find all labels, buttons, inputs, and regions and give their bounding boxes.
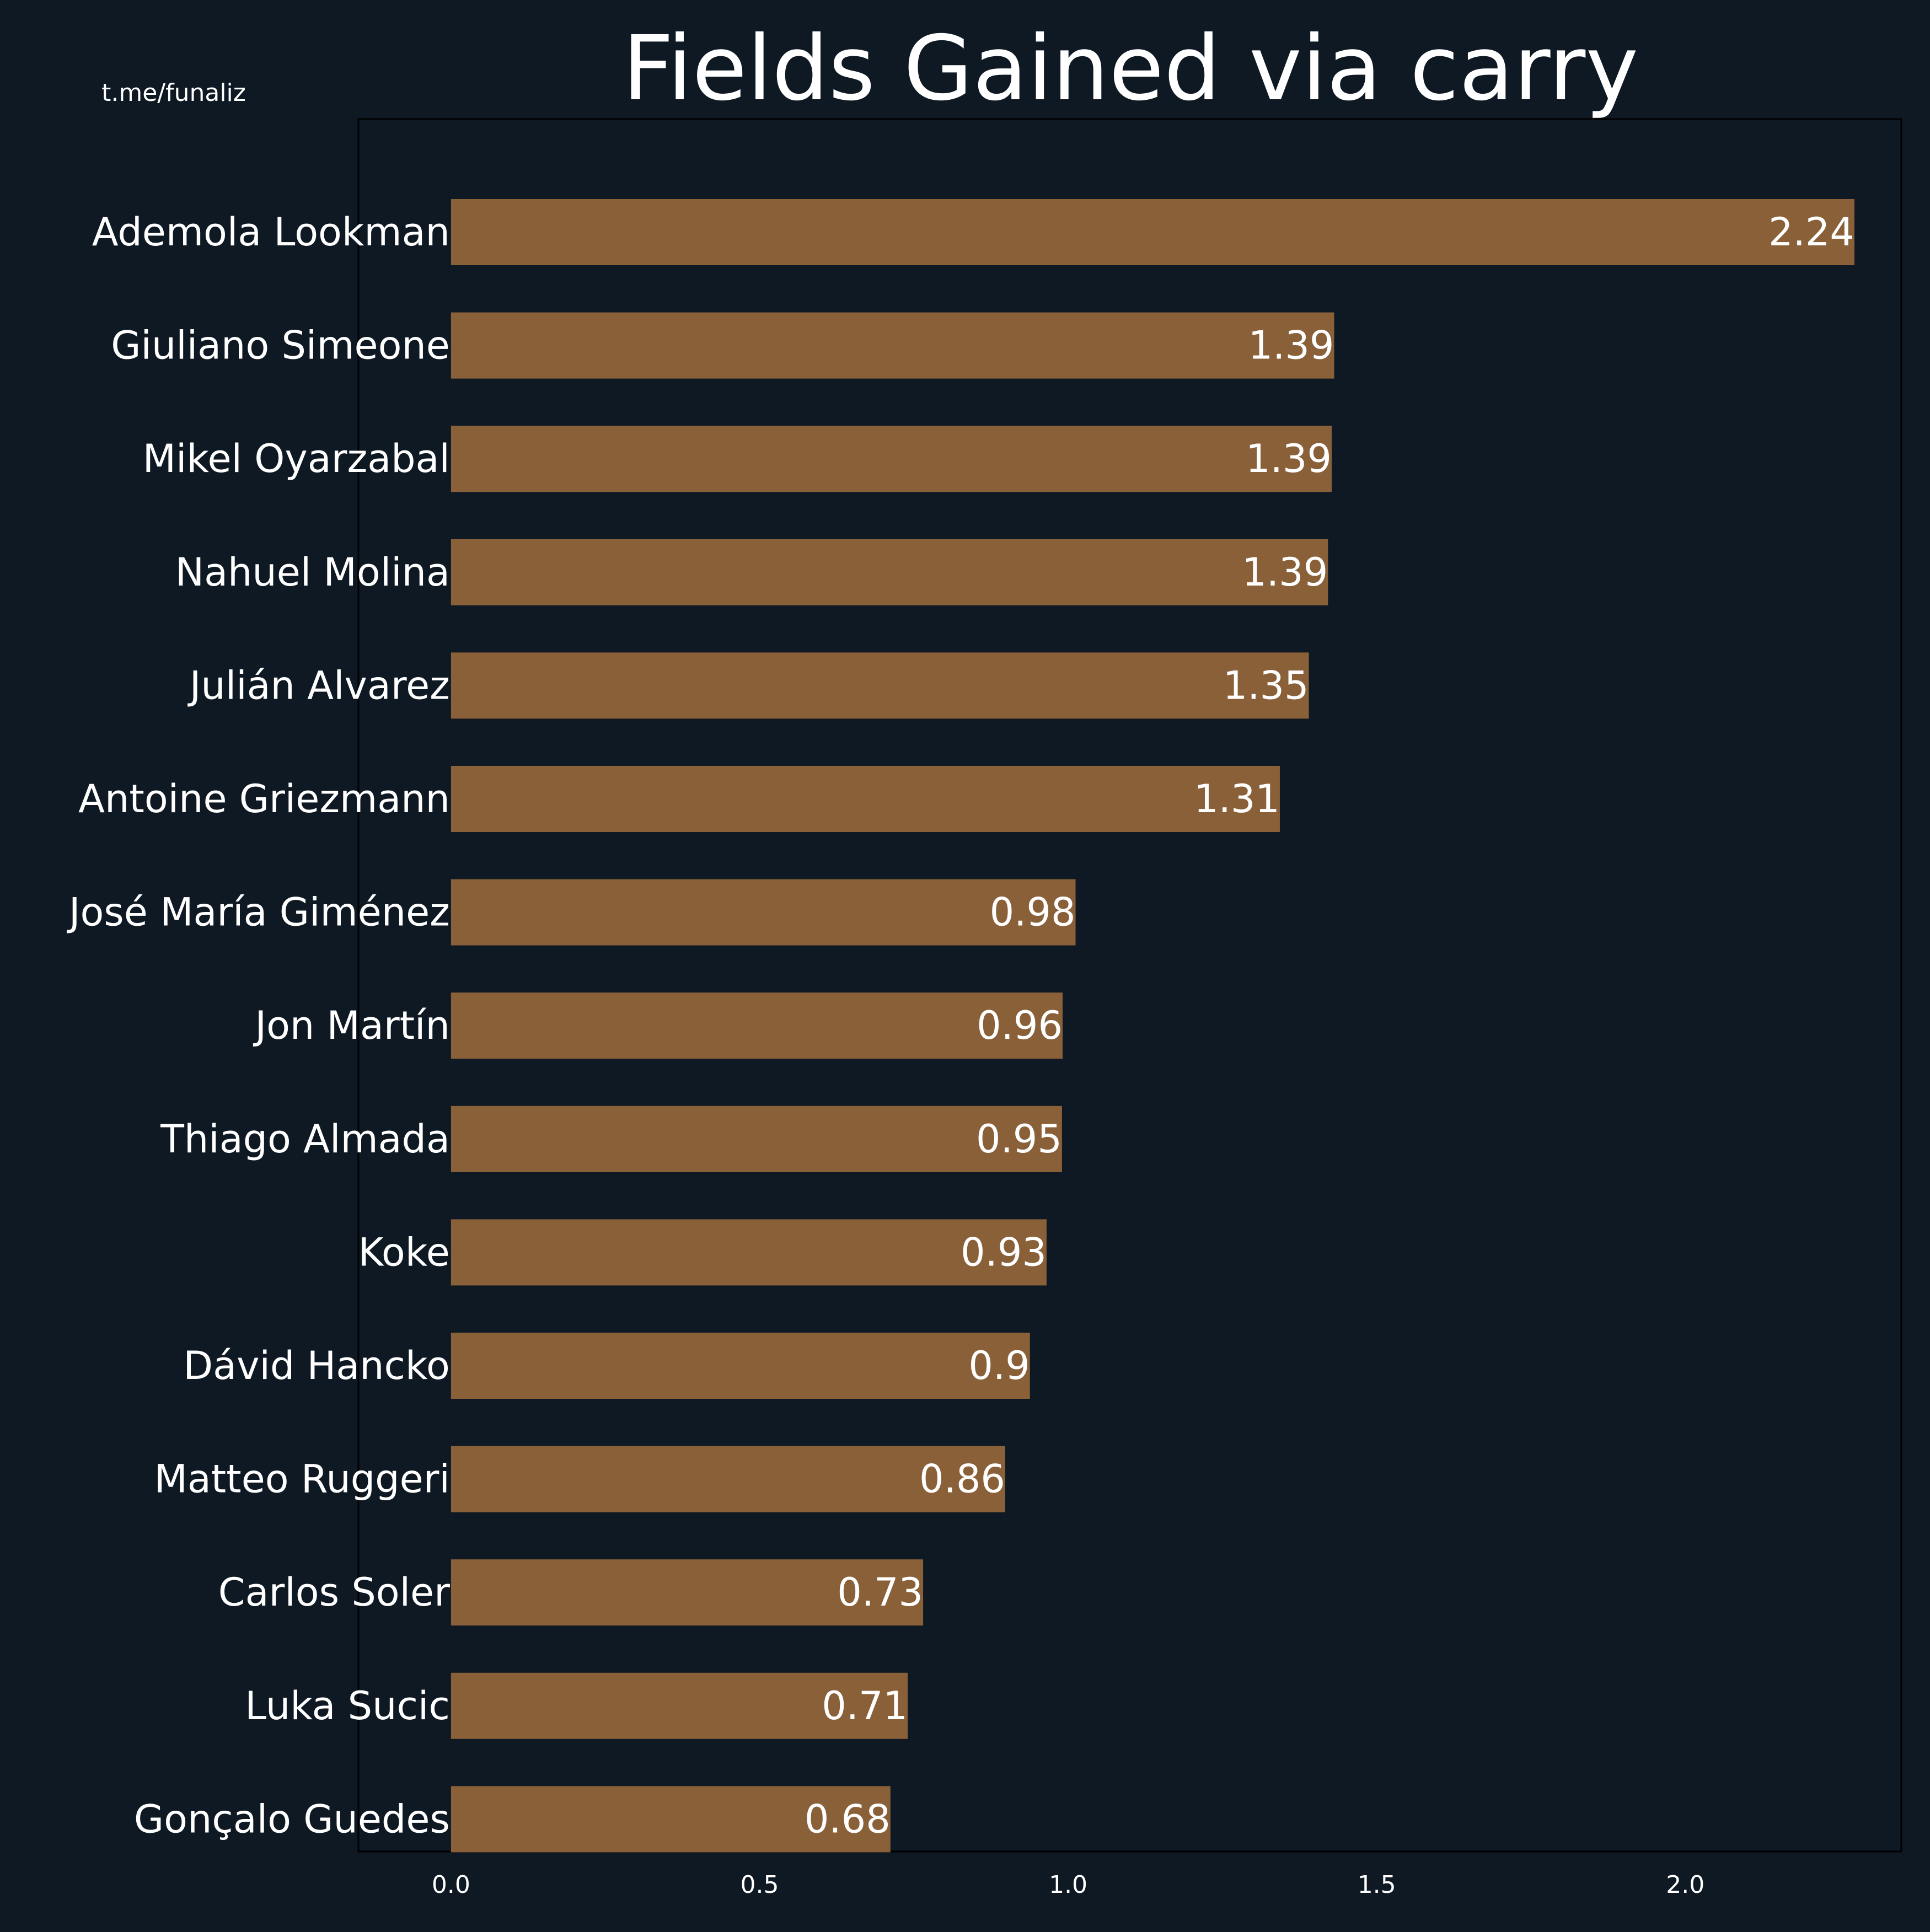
data-labels-group: 2.24 1.39 1.39 1.39 1.35 1.31 0.98 0.96 0.95 0.93… bbox=[805, 210, 1854, 1842]
category-labels-group: Ademola Lookman Giuliano Simeone Mikel Oya… bbox=[67, 210, 450, 1842]
bar bbox=[451, 1446, 1005, 1512]
x-tick-label: 2.0 bbox=[1666, 1871, 1704, 1899]
category-label: Thiago Almada bbox=[160, 1117, 450, 1162]
category-label: Nahuel Molina bbox=[175, 550, 450, 595]
data-label: 1.39 bbox=[1242, 550, 1328, 595]
data-label: 0.95 bbox=[976, 1117, 1062, 1162]
bar bbox=[451, 879, 1076, 946]
category-label: Matteo Ruggeri bbox=[154, 1457, 450, 1502]
bar bbox=[451, 652, 1309, 719]
bars-group bbox=[451, 199, 1854, 1853]
data-label: 1.39 bbox=[1246, 436, 1332, 481]
data-label: 0.71 bbox=[822, 1683, 908, 1729]
data-label: 1.39 bbox=[1248, 323, 1334, 368]
category-label: Dávid Hancko bbox=[183, 1343, 450, 1388]
bar bbox=[451, 1672, 908, 1739]
axes-frame bbox=[357, 118, 1902, 1853]
x-tick-label: 0.5 bbox=[740, 1871, 779, 1899]
chart-title: Fields Gained via carry bbox=[623, 17, 1639, 121]
data-label: 0.96 bbox=[977, 1003, 1063, 1048]
category-label: Julián Alvarez bbox=[187, 663, 450, 708]
bar bbox=[451, 426, 1332, 492]
data-label: 1.31 bbox=[1194, 776, 1280, 822]
data-label: 1.35 bbox=[1223, 663, 1309, 708]
bar bbox=[451, 766, 1280, 832]
category-label: Luka Sucic bbox=[245, 1683, 450, 1729]
category-label: Koke bbox=[358, 1230, 450, 1275]
bar bbox=[451, 312, 1334, 379]
category-label: José María Giménez bbox=[67, 890, 450, 935]
x-tick-label: 1.0 bbox=[1049, 1871, 1087, 1899]
category-label: Antoine Griezmann bbox=[78, 776, 450, 822]
data-label: 2.24 bbox=[1768, 210, 1854, 255]
bar bbox=[451, 1105, 1062, 1172]
data-label: 0.68 bbox=[805, 1796, 891, 1842]
category-label: Giuliano Simeone bbox=[111, 323, 450, 368]
data-label: 0.98 bbox=[990, 890, 1076, 935]
watermark-text: t.me/funaliz bbox=[101, 79, 246, 107]
data-label: 0.73 bbox=[837, 1570, 923, 1615]
bar bbox=[451, 539, 1328, 605]
category-label: Carlos Soler bbox=[218, 1570, 450, 1615]
x-tick-label: 0.0 bbox=[432, 1871, 470, 1899]
x-tick-labels-group: 0.0 0.5 1.0 1.5 2.0 bbox=[432, 1871, 1704, 1899]
bar bbox=[451, 1333, 1030, 1399]
data-label: 0.9 bbox=[968, 1343, 1030, 1388]
category-label: Jon Martín bbox=[253, 1003, 449, 1048]
data-label: 0.86 bbox=[919, 1457, 1005, 1502]
data-label: 0.93 bbox=[961, 1230, 1047, 1275]
category-label: Mikel Oyarzabal bbox=[143, 436, 450, 481]
x-tick-label: 1.5 bbox=[1358, 1871, 1396, 1899]
bar bbox=[451, 199, 1854, 265]
bar bbox=[451, 1219, 1047, 1286]
category-label: Gonçalo Guedes bbox=[134, 1796, 450, 1842]
category-label: Ademola Lookman bbox=[92, 210, 450, 255]
bar bbox=[451, 1786, 891, 1853]
bar bbox=[451, 992, 1063, 1059]
bar bbox=[451, 1559, 924, 1626]
